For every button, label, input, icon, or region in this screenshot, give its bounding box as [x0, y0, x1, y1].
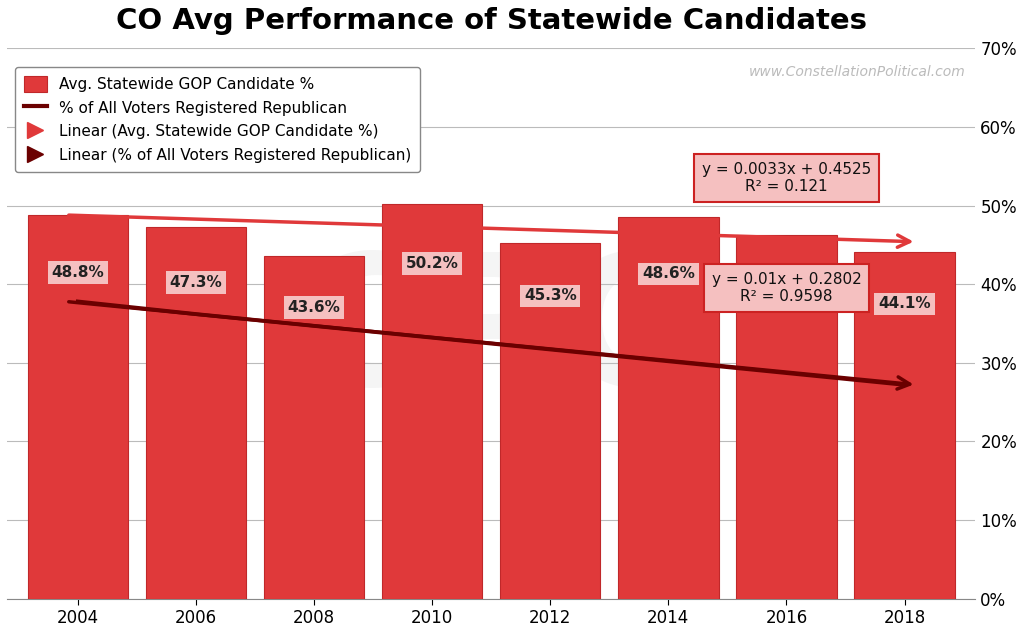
Bar — [618, 217, 719, 598]
Text: 48.6%: 48.6% — [642, 266, 695, 281]
Text: CPC: CPC — [293, 247, 690, 422]
Title: CO Avg Performance of Statewide Candidates: CO Avg Performance of Statewide Candidat… — [116, 7, 866, 35]
Text: 48.8%: 48.8% — [51, 265, 104, 280]
Text: 44.1%: 44.1% — [879, 297, 931, 311]
Text: y = 0.0033x + 0.4525
R² = 0.121: y = 0.0033x + 0.4525 R² = 0.121 — [701, 162, 871, 194]
Bar — [264, 256, 365, 598]
Bar — [500, 243, 600, 598]
Bar — [854, 252, 954, 598]
Text: 45.3%: 45.3% — [524, 288, 577, 304]
Bar — [28, 215, 128, 598]
Bar — [736, 235, 837, 598]
Text: 47.3%: 47.3% — [170, 275, 222, 290]
Bar — [145, 227, 246, 598]
Text: 46.2%: 46.2% — [760, 283, 813, 297]
Text: 50.2%: 50.2% — [406, 256, 459, 271]
Bar — [382, 204, 482, 598]
Text: y = 0.01x + 0.2802
R² = 0.9598: y = 0.01x + 0.2802 R² = 0.9598 — [712, 272, 861, 304]
Legend: Avg. Statewide GOP Candidate %, % of All Voters Registered Republican, Linear (A: Avg. Statewide GOP Candidate %, % of All… — [14, 67, 420, 172]
Text: www.ConstellationPolitical.com: www.ConstellationPolitical.com — [749, 65, 966, 79]
Text: 43.6%: 43.6% — [288, 300, 340, 315]
